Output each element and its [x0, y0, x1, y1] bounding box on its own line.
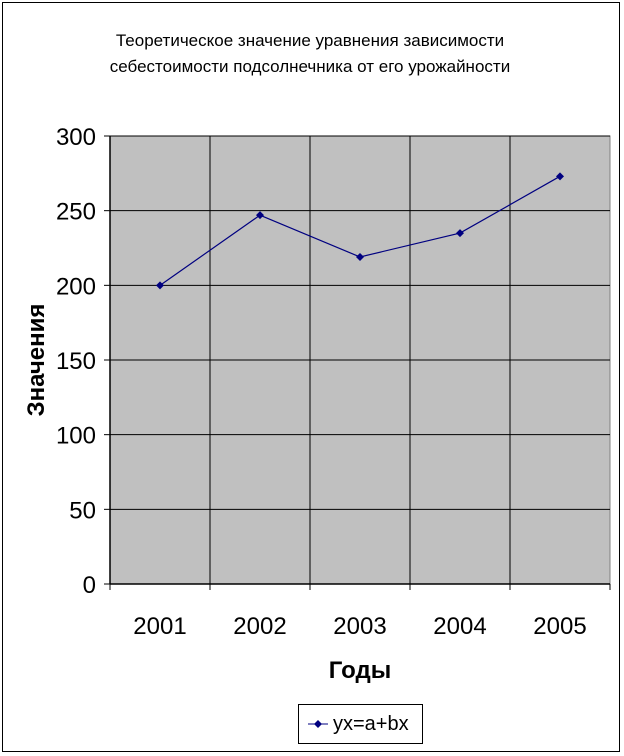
data-point-2002: [256, 211, 264, 220]
y-tick-label-5: 250: [56, 199, 96, 226]
x-tick-label-2002: 2002: [233, 613, 286, 640]
chart-title-line-2: себестоимости подсолнечника от его урожа…: [109, 57, 511, 76]
legend-label: yx=a+bx: [333, 712, 409, 735]
y-tick-label-6: 300: [56, 124, 96, 151]
x-axis-title: Годы: [329, 657, 391, 684]
x-tick-label-2001: 2001: [133, 613, 186, 640]
y-axis-title: Значения: [23, 304, 50, 417]
legend-marker-icon: [308, 720, 328, 728]
data-point-2001: [156, 281, 164, 290]
x-tick-label-2003: 2003: [333, 613, 386, 640]
data-point-2004: [456, 229, 464, 238]
chart-title-line-1: Теоретическое значение уравнения зависим…: [115, 31, 505, 50]
y-tick-label-0: 0: [83, 572, 96, 599]
y-tick-label-1: 50: [69, 497, 96, 524]
y-tick-label-2: 100: [56, 423, 96, 450]
legend: yx=a+bx: [298, 704, 423, 744]
y-tick-label-3: 150: [56, 348, 96, 375]
data-point-2005: [556, 172, 564, 181]
x-tick-label-2004: 2004: [433, 613, 486, 640]
data-point-2003: [356, 252, 364, 261]
x-tick-label-2005: 2005: [533, 613, 586, 640]
y-tick-label-4: 200: [56, 273, 96, 300]
chart-title: Теоретическое значение уравнения зависим…: [60, 28, 560, 80]
